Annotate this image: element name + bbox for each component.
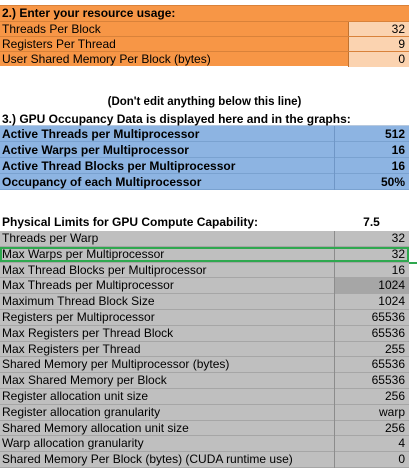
limit-label: Registers per Multiprocessor [2, 309, 155, 324]
limit-value[interactable]: 4 [334, 436, 409, 453]
limit-row: Maximum Thread Block Size 1024 [0, 294, 409, 310]
limit-label: Maximum Thread Block Size [2, 294, 155, 309]
limit-value[interactable]: 65536 [334, 325, 409, 342]
occupancy-row: Occupancy of each Multiprocessor 50% [0, 174, 409, 190]
limit-row: Warp allocation granularity 4 [0, 436, 409, 453]
occupancy-row-value[interactable]: 16 [334, 142, 409, 158]
registers-per-thread-label: Registers Per Thread [2, 37, 116, 51]
occupancy-row: Active Warps per Multiprocessor 16 [0, 142, 409, 158]
occupancy-row-value[interactable]: 50% [334, 174, 409, 190]
limit-row: Max Registers per Thread 255 [0, 341, 409, 358]
occupancy-row-label: Active Thread Blocks per Multiprocessor [2, 159, 236, 173]
limit-row: Threads per Warp 32 [0, 231, 409, 247]
registers-per-thread-row: Registers Per Thread 9 [0, 36, 409, 52]
limit-row: Max Warps per Multiprocessor 32 [0, 246, 409, 263]
occupancy-title: 3.) GPU Occupancy Data is displayed here… [2, 112, 351, 126]
do-not-edit-note: (Don't edit anything below this line) [107, 96, 302, 108]
limit-row: Register allocation granularity warp [0, 404, 409, 421]
threads-per-block-row: Threads Per Block 32 [0, 21, 409, 37]
limit-value[interactable]: 256 [334, 420, 409, 437]
limit-label: Max Thread Blocks per Multiprocessor [2, 262, 207, 277]
limit-label: Max Warps per Multiprocessor [2, 246, 165, 261]
occupancy-row-value[interactable]: 512 [334, 126, 409, 142]
limit-value[interactable]: 32 [334, 231, 409, 247]
occupancy-row-label: Occupancy of each Multiprocessor [2, 175, 202, 189]
limit-value[interactable]: 256 [334, 388, 409, 405]
limit-label: Threads per Warp [2, 231, 99, 245]
limit-label: Shared Memory allocation unit size [2, 420, 189, 435]
threads-per-block-input[interactable]: 32 [348, 22, 409, 37]
limit-row: Register allocation unit size 256 [0, 388, 409, 405]
limit-label: Shared Memory per Multiprocessor (bytes) [2, 357, 230, 372]
compute-capability-value[interactable]: 7.5 [363, 215, 380, 229]
limit-row: Max Thread Blocks per Multiprocessor 16 [0, 262, 409, 279]
limit-row: Registers per Multiprocessor 65536 [0, 309, 409, 326]
shared-memory-per-block-input[interactable]: 0 [348, 52, 409, 67]
limit-label: Max Shared Memory per Block [2, 373, 167, 388]
limit-row: Shared Memory Per Block (bytes) (CUDA ru… [0, 452, 409, 468]
limit-value[interactable]: 65536 [334, 373, 409, 389]
limit-value[interactable]: 1024 [334, 294, 409, 310]
occupancy-row: Active Thread Blocks per Multiprocessor … [0, 158, 409, 174]
resource-usage-section: 2.) Enter your resource usage: Threads P… [0, 5, 409, 67]
limit-label: Warp allocation granularity [2, 436, 144, 451]
limit-label: Register allocation unit size [2, 388, 149, 403]
limit-row: Max Shared Memory per Block 65536 [0, 373, 409, 389]
registers-per-thread-input[interactable]: 9 [348, 37, 409, 52]
threads-per-block-label: Threads Per Block [2, 22, 101, 36]
limit-label: Shared Memory Per Block (bytes) (CUDA ru… [2, 452, 293, 467]
physical-limits-table: Threads per Warp 32 Max Warps per Multip… [0, 231, 409, 468]
physical-limits-title: Physical Limits for GPU Compute Capabili… [2, 215, 259, 229]
resource-usage-header: 2.) Enter your resource usage: [0, 5, 409, 21]
occupancy-row-label: Active Warps per Multiprocessor [2, 143, 189, 157]
limit-value[interactable]: 255 [334, 341, 409, 358]
limit-row: Max Registers per Thread Block 65536 [0, 325, 409, 342]
occupancy-row: Active Threads per Multiprocessor 512 [0, 126, 409, 142]
limit-label: Max Registers per Thread [2, 341, 141, 356]
shared-memory-per-block-row: User Shared Memory Per Block (bytes) 0 [0, 51, 409, 67]
limit-value[interactable]: 65536 [334, 309, 409, 326]
limit-value[interactable]: 65536 [334, 357, 409, 374]
limit-value[interactable]: warp [334, 404, 409, 421]
limit-label: Register allocation granularity [2, 404, 161, 419]
shared-memory-per-block-label: User Shared Memory Per Block (bytes) [2, 52, 211, 66]
limit-label: Max Threads per Multiprocessor [2, 278, 174, 293]
highlight-extension-line [409, 262, 417, 264]
physical-limits-header: Physical Limits for GPU Compute Capabili… [0, 214, 409, 230]
limit-row: Shared Memory allocation unit size 256 [0, 420, 409, 437]
limit-label: Max Registers per Thread Block [2, 325, 174, 340]
occupancy-row-value[interactable]: 16 [334, 158, 409, 174]
resource-usage-title: 2.) Enter your resource usage: [2, 6, 176, 20]
occupancy-row-label: Active Threads per Multiprocessor [2, 127, 200, 141]
occupancy-header: 3.) GPU Occupancy Data is displayed here… [0, 112, 409, 126]
limit-value-selected[interactable]: 1024 [334, 278, 409, 295]
limit-row-selected: Max Threads per Multiprocessor 1024 [0, 278, 409, 295]
limit-row: Shared Memory per Multiprocessor (bytes)… [0, 357, 409, 374]
limit-value[interactable]: 16 [334, 262, 409, 279]
occupancy-section: 3.) GPU Occupancy Data is displayed here… [0, 112, 409, 190]
limit-value[interactable]: 32 [334, 246, 409, 263]
limit-value[interactable]: 0 [334, 452, 409, 468]
